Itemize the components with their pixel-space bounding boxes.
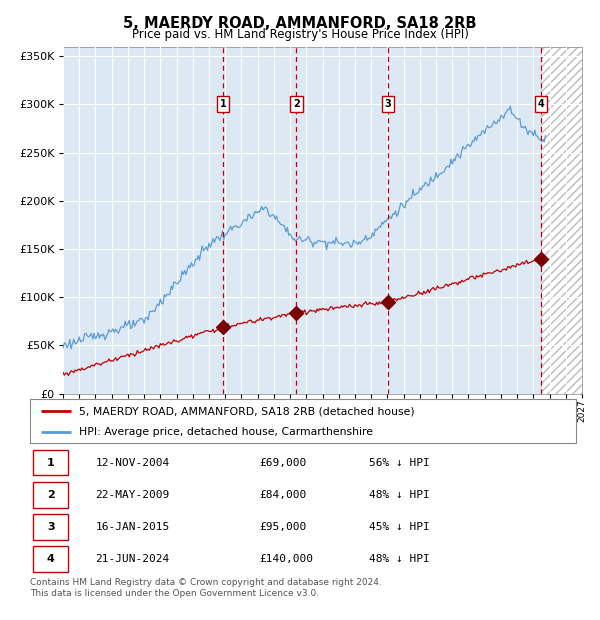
Bar: [33, 450, 68, 476]
Text: 12-NOV-2004: 12-NOV-2004: [95, 458, 170, 467]
Text: Price paid vs. HM Land Registry's House Price Index (HPI): Price paid vs. HM Land Registry's House …: [131, 28, 469, 41]
Text: 48% ↓ HPI: 48% ↓ HPI: [368, 490, 429, 500]
Text: 2: 2: [293, 99, 300, 108]
Bar: [541, 46, 582, 394]
Text: 1: 1: [220, 99, 226, 108]
Text: 45% ↓ HPI: 45% ↓ HPI: [368, 522, 429, 532]
Bar: [33, 514, 68, 540]
Text: 56% ↓ HPI: 56% ↓ HPI: [368, 458, 429, 467]
Text: £69,000: £69,000: [259, 458, 307, 467]
Text: 5, MAERDY ROAD, AMMANFORD, SA18 2RB: 5, MAERDY ROAD, AMMANFORD, SA18 2RB: [123, 16, 477, 30]
Text: 21-JUN-2024: 21-JUN-2024: [95, 554, 170, 564]
Text: 3: 3: [385, 99, 391, 108]
Bar: [541, 46, 582, 394]
Text: 1: 1: [47, 458, 55, 467]
Text: £140,000: £140,000: [259, 554, 313, 564]
Text: 16-JAN-2015: 16-JAN-2015: [95, 522, 170, 532]
Text: 22-MAY-2009: 22-MAY-2009: [95, 490, 170, 500]
Text: 4: 4: [47, 554, 55, 564]
Text: 4: 4: [538, 99, 544, 108]
Text: 48% ↓ HPI: 48% ↓ HPI: [368, 554, 429, 564]
Text: 3: 3: [47, 522, 55, 532]
Bar: [63, 46, 541, 394]
Text: £84,000: £84,000: [259, 490, 307, 500]
Text: 2: 2: [47, 490, 55, 500]
Text: £95,000: £95,000: [259, 522, 307, 532]
Bar: [33, 482, 68, 508]
Text: Contains HM Land Registry data © Crown copyright and database right 2024.
This d: Contains HM Land Registry data © Crown c…: [30, 578, 382, 598]
Text: HPI: Average price, detached house, Carmarthenshire: HPI: Average price, detached house, Carm…: [79, 427, 373, 437]
Text: 5, MAERDY ROAD, AMMANFORD, SA18 2RB (detached house): 5, MAERDY ROAD, AMMANFORD, SA18 2RB (det…: [79, 406, 415, 416]
Bar: [33, 546, 68, 572]
